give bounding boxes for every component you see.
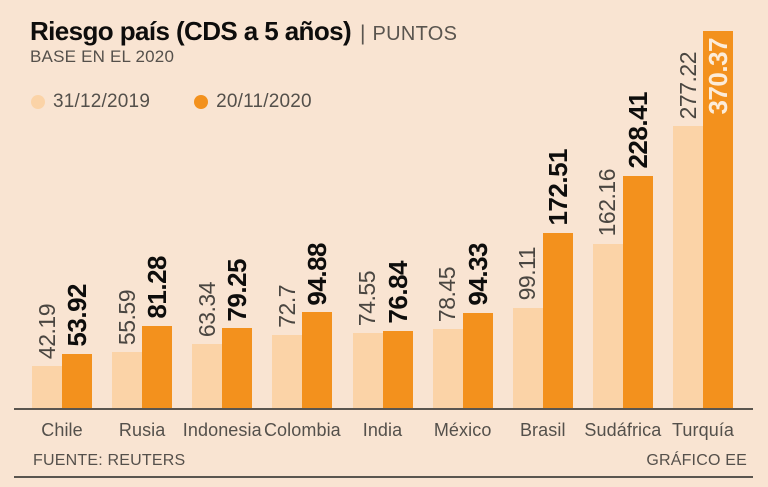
bar-31/12/2019-Brasil — [512, 307, 543, 409]
category-label: India — [362, 420, 403, 440]
bar-20/11/2020-India — [382, 330, 413, 409]
bar-20/11/2020-México — [462, 312, 493, 409]
value-label-wrap: 99.11 — [513, 247, 543, 300]
bar-20/11/2020-Rusia — [142, 326, 173, 409]
chart-column-colombia: 72.7 94.88 Colombia — [264, 31, 341, 441]
legend-item-2019: 31/12/2019 — [31, 91, 150, 113]
value-label-wrap: 76.84 — [383, 261, 413, 324]
value-label-wrap: 63.34 — [192, 282, 222, 337]
chart-column-chile: 42.19 53.92 Chile — [32, 31, 92, 441]
bar-31/12/2019-Chile — [32, 365, 62, 409]
legend-dot-2019-icon — [31, 95, 45, 109]
bar-group: 72.7 94.88 — [272, 31, 333, 409]
value-label: 42.19 — [33, 303, 60, 359]
bar-31/12/2019-India — [352, 332, 383, 409]
bar-31/12/2019-Sudáfrica — [592, 243, 623, 409]
value-label: 94.33 — [462, 243, 493, 306]
bar-31/12/2019-México — [432, 328, 463, 409]
chart-subtitle: BASE EN EL 2020 — [30, 47, 175, 66]
bar-20/11/2020-Sudáfrica — [622, 175, 653, 409]
bar-31/12/2019-Indonesia — [192, 344, 223, 409]
category-label: Brasil — [519, 420, 566, 440]
chart-column-sudafrica: 162.16 228.41 Sudáfrica — [584, 31, 661, 441]
bar-20/11/2020-Indonesia — [222, 328, 253, 409]
value-label: 79.25 — [222, 258, 253, 322]
chart-column-turquia: 277.22 370.37 Turquía — [671, 31, 735, 441]
category-label: Indonesia — [182, 420, 262, 440]
value-label: 55.59 — [113, 290, 140, 346]
value-label: 228.41 — [622, 92, 653, 169]
value-label-wrap: 81.28 — [142, 256, 172, 319]
source-credit: FUENTE: REUTERS — [33, 452, 186, 469]
value-label: 74.55 — [354, 270, 380, 326]
chart-column-mexico: 78.45 94.33 México — [432, 31, 493, 441]
bar-group: 78.45 94.33 — [432, 31, 493, 409]
value-label: 162.16 — [594, 169, 621, 237]
bar-group: 42.19 53.92 — [32, 31, 92, 409]
value-label: 277.22 — [674, 51, 701, 120]
value-label-wrap: 172.51 — [543, 149, 573, 226]
bar-31/12/2019-Turquía — [673, 126, 703, 409]
value-label-wrap: 94.33 — [463, 243, 493, 306]
category-label: Colombia — [263, 420, 341, 440]
bar-chart: 42.19 53.92 Chile 55.59 81.28 Rusia 63.34 79.25… — [32, 31, 735, 441]
value-label: 94.88 — [302, 242, 333, 306]
bar-group: 162.16 228.41 — [592, 31, 653, 409]
legend-dot-2020-icon — [194, 95, 209, 109]
legend-label-2020: 20/11/2020 — [216, 91, 312, 112]
graphic-credit: GRÁFICO EE — [646, 452, 747, 469]
value-label-wrap: 55.59 — [112, 290, 142, 345]
bar-group: 55.59 81.28 — [112, 31, 173, 409]
value-label-wrap: 228.41 — [623, 92, 653, 169]
bar-group: 74.55 76.84 — [352, 31, 413, 409]
bar-20/11/2020-Brasil — [542, 232, 573, 409]
value-label: 63.34 — [193, 282, 220, 338]
category-label: Turquía — [671, 420, 735, 440]
legend-item-2020: 20/11/2020 — [194, 91, 312, 113]
x-axis-line — [14, 408, 753, 410]
bar-group: 99.11 172.51 — [512, 31, 573, 409]
bar-31/12/2019-Rusia — [112, 352, 143, 409]
value-label-wrap: 74.55 — [353, 271, 383, 326]
value-label: 78.45 — [434, 266, 461, 322]
value-label-wrap: 94.88 — [302, 243, 332, 306]
value-label-wrap: 42.19 — [32, 304, 62, 359]
chart-column-indonesia: 63.34 79.25 Indonesia — [183, 31, 262, 441]
value-label-wrap: 72.7 — [272, 285, 302, 328]
value-label: 81.28 — [142, 256, 173, 319]
value-label: 172.51 — [542, 149, 573, 226]
value-label: 99.11 — [514, 247, 541, 301]
bar-20/11/2020-Turquía — [703, 31, 733, 409]
bar-20/11/2020-Colombia — [302, 312, 333, 409]
value-label-wrap: 162.16 — [593, 169, 623, 236]
bar-31/12/2019-Colombia — [272, 334, 303, 409]
legend: 31/12/2019 20/11/2020 — [31, 91, 312, 113]
value-label-wrap: 53.92 — [62, 284, 92, 347]
chart-column-india: 74.55 76.84 India — [352, 31, 413, 441]
title-separator: | — [360, 22, 366, 45]
value-label: 72.7 — [273, 285, 300, 328]
bar-group: 277.22 370.37 — [673, 31, 733, 409]
value-label-wrap: 277.22 — [673, 52, 703, 119]
chart-column-brasil: 99.11 172.51 Brasil — [512, 31, 573, 441]
legend-label-2019: 31/12/2019 — [53, 91, 151, 112]
chart-unit: PUNTOS — [372, 23, 458, 45]
value-label: 53.92 — [62, 284, 92, 347]
bar-group: 63.34 79.25 — [192, 31, 253, 409]
bottom-rule — [14, 476, 753, 478]
value-label-wrap: 79.25 — [222, 259, 252, 322]
value-label: 76.84 — [382, 261, 413, 324]
value-label-wrap: 78.45 — [433, 267, 463, 322]
chart-column-rusia: 55.59 81.28 Rusia — [112, 31, 173, 441]
chart-title: Riesgo país (CDS a 5 años) — [30, 16, 352, 46]
category-label: Chile — [41, 420, 83, 440]
category-label: México — [433, 420, 492, 440]
page-title: Riesgo país (CDS a 5 años) | PUNTOS — [30, 16, 457, 47]
category-label: Sudáfrica — [584, 420, 662, 440]
category-label: Rusia — [118, 420, 166, 440]
bar-20/11/2020-Chile — [62, 354, 92, 409]
